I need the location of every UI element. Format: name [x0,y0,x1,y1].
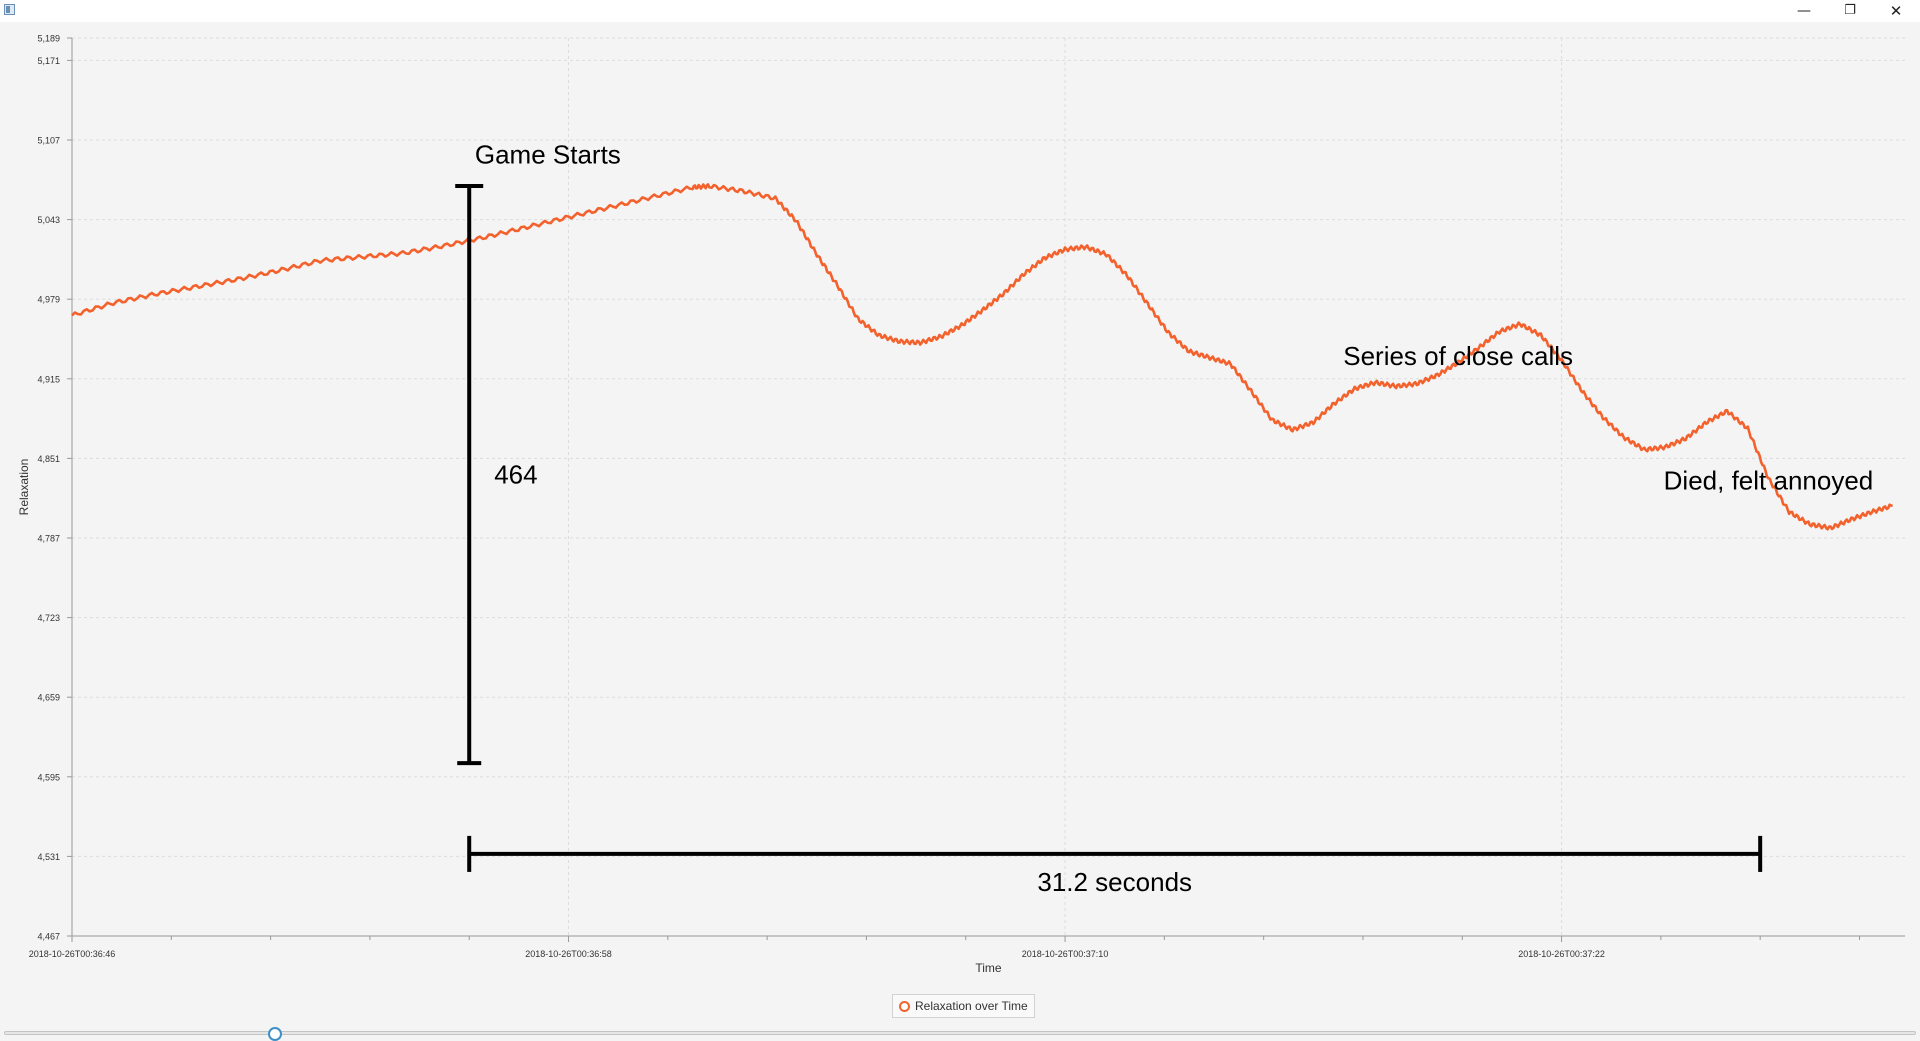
x-tick-label: 2018-10-26T00:37:10 [1022,949,1109,959]
bracket-label: 464 [494,460,537,490]
chart-grid [72,37,1905,936]
bracket-label: 31.2 seconds [1037,867,1192,897]
close-button[interactable]: ✕ [1889,2,1903,20]
y-tick-label: 5,107 [37,135,60,145]
annotation-label: Game Starts [475,140,621,170]
minimize-button[interactable]: — [1797,3,1811,19]
app-icon [4,4,15,15]
y-tick-label: 4,531 [37,852,60,862]
annotation-layer: Game Starts 464 31.2 seconds Series of clos… [455,140,1873,897]
legend-series-label: Relaxation over Time [915,999,1028,1013]
y-axis-ticks: 4,467 4,531 4,595 4,659 4,723 4,787 4,851 4,915… [37,34,72,942]
legend: Relaxation over Time [892,994,1035,1018]
x-tick-label: 2018-10-26T00:37:22 [1518,949,1605,959]
y-tick-label: 4,723 [37,613,60,623]
legend-series-symbol [899,1000,910,1012]
series-layer [71,183,1893,531]
annotation-label: Died, felt annoyed [1664,465,1874,495]
y-tick-label: 5,189 [37,34,60,44]
maximize-button[interactable]: ❐ [1844,3,1856,18]
y-tick-label: 4,467 [37,932,60,942]
y-tick-label: 5,043 [37,215,60,225]
time-slider[interactable] [4,1027,1916,1041]
line-chart: 4,467 4,531 4,595 4,659 4,723 4,787 4,851 4,915… [17,34,1905,975]
series-line [71,183,1893,531]
y-tick-label: 4,915 [37,374,60,384]
x-axis-label: Time [975,961,1002,975]
y-tick-label: 4,851 [37,454,60,464]
y-tick-label: 4,787 [37,533,60,543]
slider-track[interactable] [4,1031,1916,1035]
y-axis-label: Relaxation [17,459,31,516]
slider-thumb[interactable] [268,1027,282,1041]
y-tick-label: 5,171 [37,56,60,66]
annotation-label: Series of close calls [1343,341,1573,371]
x-axis-ticks: 2018-10-26T00:36:46 2018-10-26T00:36:58 20… [29,936,1860,959]
y-tick-label: 4,979 [37,295,60,305]
x-tick-label: 2018-10-26T00:36:58 [525,949,612,959]
title-bar: — ❐ ✕ [0,0,1920,22]
y-tick-label: 4,595 [37,772,60,782]
x-tick-label: 2018-10-26T00:36:46 [29,949,116,959]
y-tick-label: 4,659 [37,693,60,703]
